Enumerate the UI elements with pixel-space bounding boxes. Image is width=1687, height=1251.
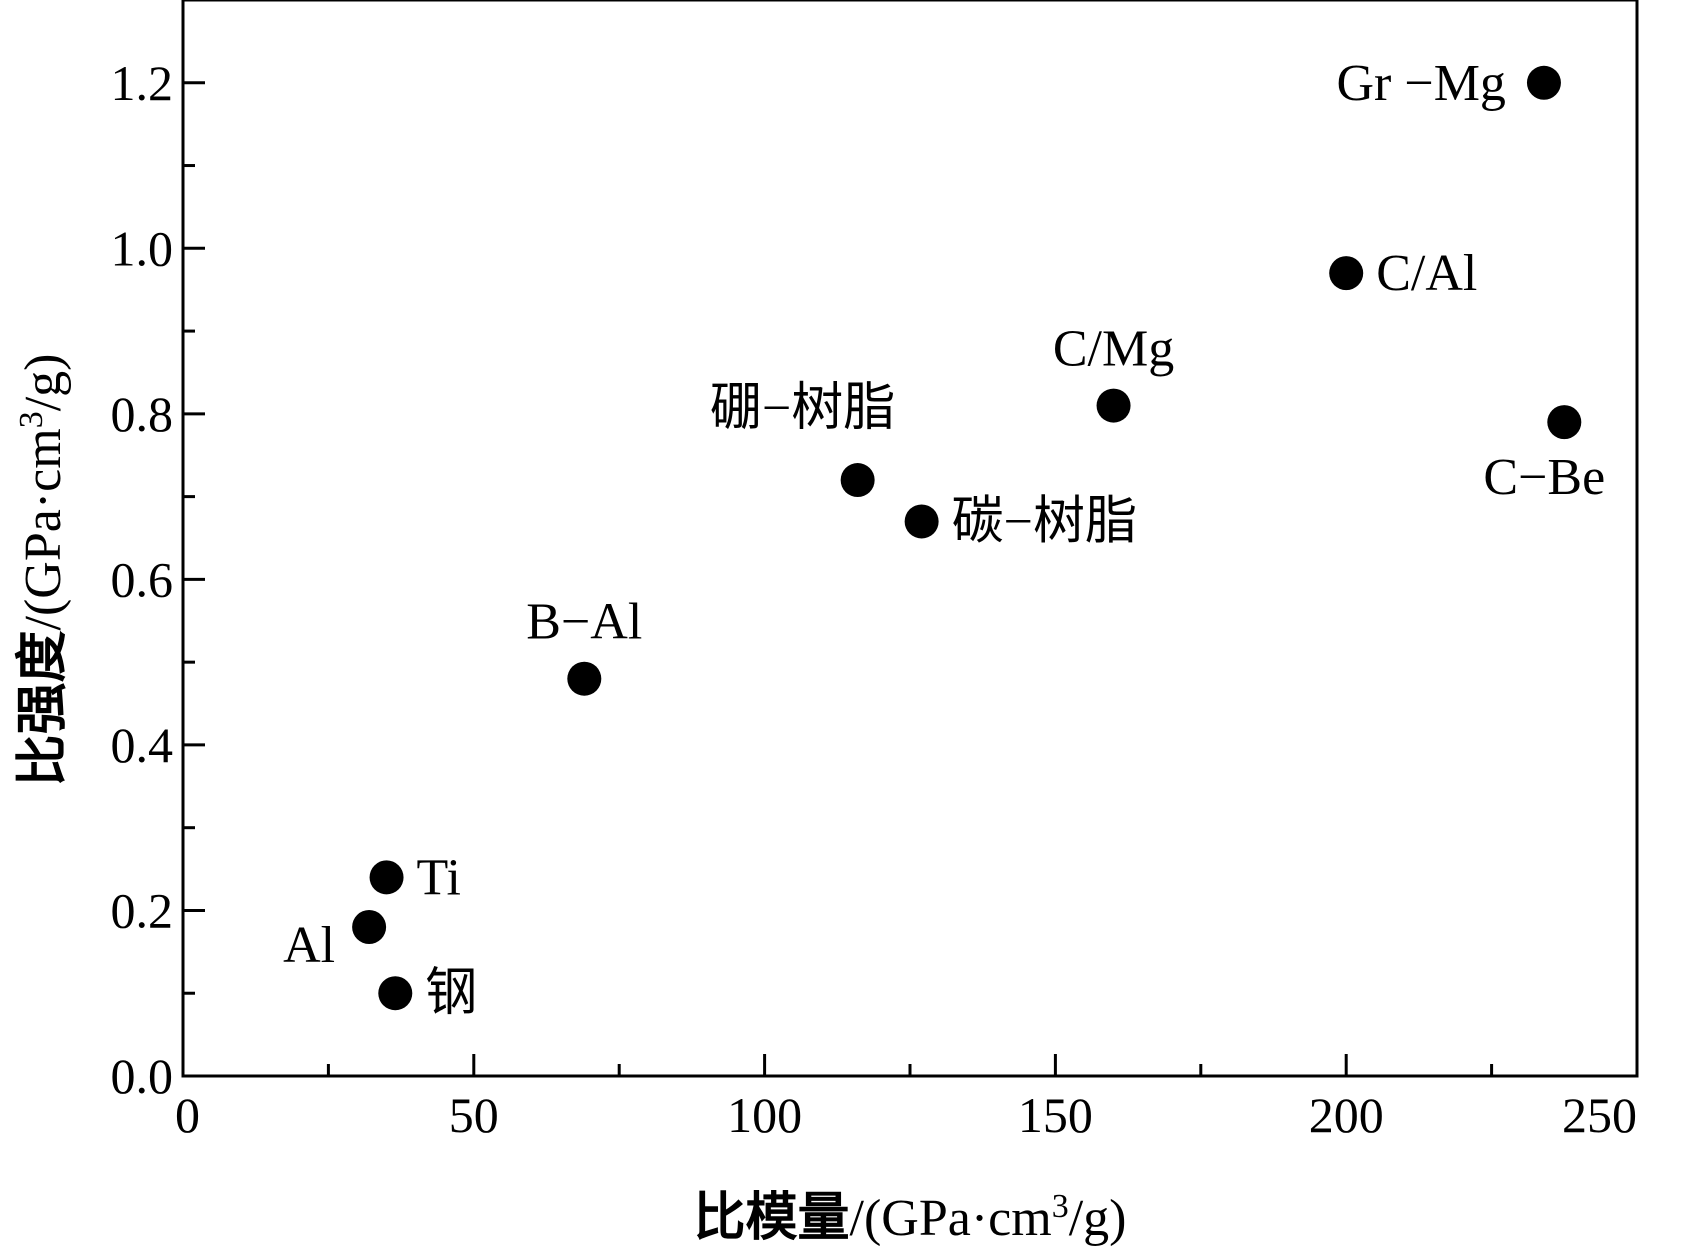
data-point (369, 860, 404, 895)
x-axis-title: 比模量/(GPa·cm3/g) (694, 1188, 1127, 1248)
x-tick-label: 150 (1018, 1087, 1093, 1143)
data-point-label: 硼−树脂 (710, 380, 895, 437)
data-point (840, 463, 875, 498)
data-point-label: B−Al (526, 594, 642, 651)
data-point (1547, 405, 1582, 440)
y-tick-label: 0.2 (111, 882, 174, 938)
x-tick-label: 250 (1562, 1087, 1637, 1143)
data-point (1096, 388, 1131, 423)
data-point (904, 504, 939, 539)
data-point (567, 661, 602, 696)
data-point (352, 910, 387, 945)
data-point-label: C−Be (1483, 449, 1605, 506)
y-tick-label: 0.0 (111, 1048, 174, 1104)
x-tick-label: 100 (727, 1087, 802, 1143)
y-tick-label: 0.8 (111, 386, 174, 442)
axis-tick-labels: 0 50 100 150 200 250 0.0 0.2 0.4 0.6 0.8 1.0 1.2 (111, 55, 1638, 1143)
y-tick-label: 0.4 (111, 717, 174, 773)
data-point-labels: 钢 Al Ti B−Al 硼−树脂碳−树脂 C/Mg C/Al Gr −Mg C−Be (283, 55, 1605, 1022)
plot-frame (181, 0, 1639, 1078)
data-point (1526, 65, 1561, 100)
data-points (352, 65, 1582, 1011)
y-axis-title: 比强度/(GPa·cm3/g) (13, 354, 73, 787)
x-tick-label: 0 (175, 1087, 200, 1143)
x-tick-label: 50 (449, 1087, 499, 1143)
data-point-label: C/Mg (1053, 321, 1174, 378)
data-point-label: 碳−树脂 (952, 493, 1137, 550)
data-point-label: 钢 (425, 965, 477, 1022)
x-tick-label: 200 (1309, 1087, 1384, 1143)
axis-ticks (181, 0, 1639, 1078)
y-tick-label: 1.0 (111, 220, 174, 276)
data-point (1329, 256, 1364, 291)
data-point-label: Gr −Mg (1337, 55, 1506, 112)
data-point (378, 976, 413, 1011)
data-point-label: Ti (417, 849, 461, 906)
data-point-label: Al (283, 917, 335, 974)
data-point-label: C/Al (1376, 245, 1477, 302)
y-tick-label: 1.2 (111, 55, 174, 111)
y-tick-label: 0.6 (111, 551, 174, 607)
